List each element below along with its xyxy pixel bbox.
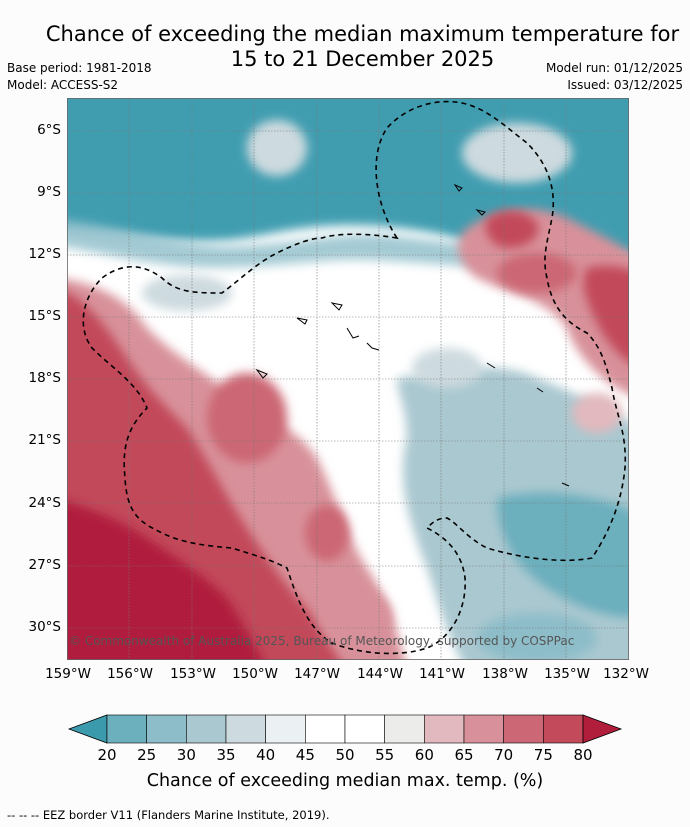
region-below-south	[477, 613, 597, 660]
lat-label: 30°S	[28, 619, 62, 635]
colorbar-tick-label: 80	[573, 746, 593, 764]
colorbar-tick-label: 75	[533, 746, 553, 764]
colorbar-segment	[384, 714, 425, 744]
graticule	[67, 98, 629, 660]
colorbar	[67, 714, 623, 744]
map-title: Chance of exceeding the median maximum t…	[40, 22, 685, 72]
colorbar-tick-label: 70	[494, 746, 514, 764]
region-below-mid	[142, 275, 232, 311]
footer-note: -- -- -- EEZ border V11 (Flanders Marine…	[7, 808, 330, 822]
region-below-southeast-core	[497, 492, 629, 618]
model-name: Model: ACCESS-S2	[7, 78, 119, 92]
lon-label: 147°W	[294, 666, 340, 682]
colorbar-segment	[225, 714, 266, 744]
lat-label: 9°S	[37, 184, 61, 200]
islands	[255, 183, 570, 487]
probability-map	[67, 98, 629, 660]
colorbar-segment	[424, 714, 465, 744]
region-below-mid	[412, 348, 482, 388]
colorbar-extend-high	[582, 714, 623, 744]
bright-patch	[462, 123, 572, 183]
colorbar-tick-label: 20	[97, 746, 117, 764]
colorbar-segment	[503, 714, 544, 744]
meta-left: Base period: 1981-2018 Model: ACCESS-S2	[7, 60, 152, 94]
lon-label: 159°W	[45, 666, 91, 682]
region-above-south	[322, 588, 392, 648]
colorbar-tick-label: 55	[375, 746, 395, 764]
lon-label: 135°W	[544, 666, 590, 682]
lon-label: 156°W	[107, 666, 153, 682]
bright-patch	[247, 120, 307, 176]
colorbar-tick-label: 45	[295, 746, 315, 764]
colorbar-tick-label: 65	[454, 746, 474, 764]
colorbar-extend-low	[67, 714, 108, 744]
issued-date: Issued: 03/12/2025	[567, 78, 683, 92]
colorbar-segment	[344, 714, 385, 744]
model-run: Model run: 01/12/2025	[545, 61, 683, 75]
lat-label: 15°S	[28, 308, 62, 324]
colorbar-tick-label: 40	[256, 746, 276, 764]
lon-label: 141°W	[419, 666, 465, 682]
colorbar-tick-label: 35	[216, 746, 236, 764]
region-above-east	[583, 265, 629, 363]
colorbar-tick-label: 30	[176, 746, 196, 764]
colorbar-segment	[543, 714, 584, 744]
lat-label: 6°S	[37, 122, 61, 138]
lon-label: 150°W	[232, 666, 278, 682]
base-period: Base period: 1981-2018	[7, 61, 152, 75]
lon-label: 153°W	[170, 666, 216, 682]
region-above-northeast	[458, 209, 629, 395]
copyright-notice: © Commonwealth of Australia 2025, Bureau…	[69, 634, 575, 648]
lat-label: 18°S	[28, 370, 62, 386]
colorbar-segment	[463, 714, 504, 744]
lon-label: 138°W	[482, 666, 528, 682]
colorbar-segment	[146, 714, 187, 744]
lon-label: 144°W	[357, 666, 403, 682]
region-above-northeast-core	[485, 210, 538, 248]
title-line-1: Chance of exceeding the median maximum t…	[45, 22, 680, 46]
colorbar-tick-label: 50	[335, 746, 355, 764]
title-line-2: 15 to 21 December 2025	[230, 47, 495, 71]
lon-label: 132°W	[603, 666, 649, 682]
colorbar-segment	[186, 714, 227, 744]
colorbar-tick-label: 60	[414, 746, 434, 764]
region-above-east-2	[572, 393, 622, 433]
region-above-central	[207, 373, 287, 463]
colorbar-title: Chance of exceeding median max. temp. (%…	[146, 771, 544, 791]
lat-label: 24°S	[28, 495, 62, 511]
region-above-mid	[497, 253, 577, 293]
colorbar-segment	[265, 714, 306, 744]
lat-label: 12°S	[28, 246, 62, 262]
colorbar-segment	[305, 714, 346, 744]
lat-label: 21°S	[28, 432, 62, 448]
region-above-southwest-core	[67, 501, 263, 660]
meta-right: Model run: 01/12/2025 Issued: 03/12/2025	[546, 60, 683, 94]
lat-label: 27°S	[28, 557, 62, 573]
colorbar-tick-label: 25	[137, 746, 157, 764]
colorbar-segment	[106, 714, 147, 744]
region-above-central	[305, 505, 349, 561]
